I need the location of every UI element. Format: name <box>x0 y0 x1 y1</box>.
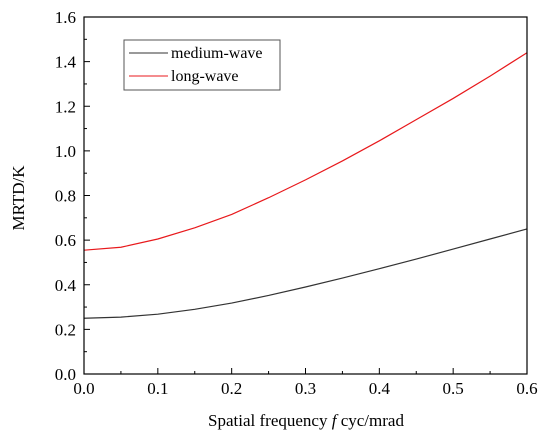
x-tick-label: 0.4 <box>369 379 391 398</box>
x-axis-label-prefix: Spatial frequency <box>208 411 332 430</box>
plot-frame <box>83 16 528 375</box>
y-tick-label: 1.6 <box>55 8 76 27</box>
y-tick-label: 1.4 <box>55 53 77 72</box>
series-layer <box>83 52 528 319</box>
y-tick-label: 0.6 <box>55 231 76 250</box>
legend: medium-wave long-wave <box>123 39 281 91</box>
y-tick-label: 0.2 <box>55 320 76 339</box>
x-axis-label-variable: f <box>332 411 339 430</box>
x-tick-label: 0.1 <box>147 379 168 398</box>
y-tick-label: 0.0 <box>55 365 76 384</box>
x-axis-label: Spatial frequency f cyc/mrad <box>208 411 404 430</box>
series-line-medium-wave <box>83 228 528 319</box>
x-tick-label: 0.5 <box>443 379 464 398</box>
x-tick-label: 0.6 <box>516 379 537 398</box>
legend-label-medium-wave: medium-wave <box>171 45 263 62</box>
x-tick-label: 0.0 <box>73 379 94 398</box>
y-tick-label: 0.4 <box>55 276 77 295</box>
ticks-layer: 0.0 0.1 0.2 0.3 0.4 0.5 0.6 0.0 0.2 0.4 0.6 0.8 1.0 1… <box>55 8 538 398</box>
x-tick-label: 0.2 <box>221 379 242 398</box>
y-tick-label: 1.2 <box>55 97 76 116</box>
x-tick-label: 0.3 <box>295 379 316 398</box>
series-line-long-wave <box>83 52 528 251</box>
y-axis-label: MRTD/K <box>9 165 28 231</box>
x-axis-label-suffix: cyc/mrad <box>336 411 404 430</box>
y-tick-label: 1.0 <box>55 142 76 161</box>
legend-label-long-wave: long-wave <box>171 68 239 85</box>
legend-box <box>123 39 281 91</box>
y-tick-label: 0.8 <box>55 187 76 206</box>
